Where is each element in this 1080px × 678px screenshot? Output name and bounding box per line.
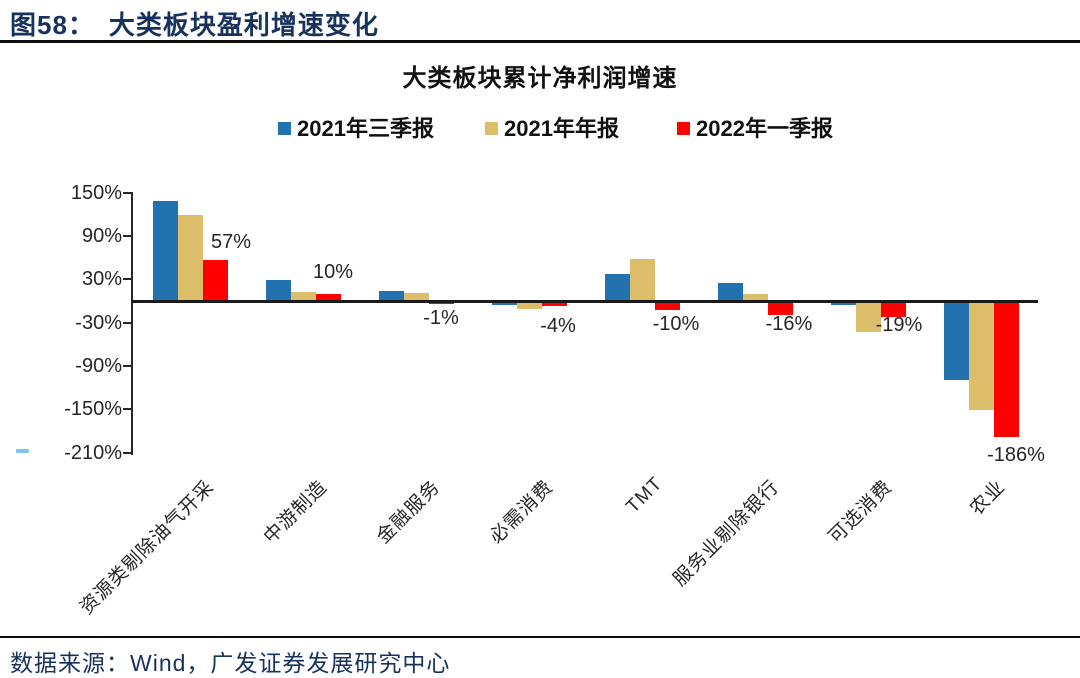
data-label: -10% <box>652 313 700 335</box>
data-label: -16% <box>765 313 813 335</box>
data-label: -1% <box>423 307 459 329</box>
data-label: 10% <box>312 261 354 283</box>
x-axis-category-label: 资源类剔除油气开采 <box>76 476 219 619</box>
x-axis-category-label: 金融服务 <box>372 476 445 548</box>
y-axis-tick-mark <box>123 235 131 237</box>
bar-2021年三季报-必需消费 <box>491 303 517 306</box>
x-axis-category-label: 中游制造 <box>259 476 332 548</box>
figure-number-label: 图58： <box>10 10 95 40</box>
bar-2022年一季报-必需消费 <box>541 303 567 306</box>
legend-label: 2021年年报 <box>504 116 619 141</box>
header-divider <box>0 40 1080 43</box>
bar-2021年三季报-服务业剔除银行 <box>717 282 743 301</box>
bar-2021年年报-TMT <box>629 259 655 301</box>
bar-2021年年报-农业 <box>968 303 994 410</box>
legend-swatch-icon <box>677 121 690 135</box>
x-axis-category-label: 必需消费 <box>485 476 558 548</box>
y-axis-tick-label: 150% <box>70 181 122 204</box>
x-axis-category-label: 农业 <box>966 476 1010 520</box>
figure-header: 图58： 大类板块盈利增速变化 <box>10 5 379 42</box>
y-axis-tick-mark <box>123 451 131 454</box>
data-label: -19% <box>875 314 923 336</box>
y-axis-tick-mark <box>123 278 131 281</box>
y-axis-tick-mark <box>123 364 131 367</box>
y-axis-tick-mark <box>123 408 131 411</box>
bar-2021年三季报-中游制造 <box>265 280 291 301</box>
bar-2022年一季报-农业 <box>993 303 1019 438</box>
bar-2022年一季报-可选消费 <box>880 303 906 317</box>
x-axis-category-label: TMT <box>622 473 667 518</box>
bar-2021年三季报-农业 <box>943 303 969 380</box>
bar-2022年一季报-金融服务 <box>428 303 454 304</box>
bar-2021年三季报-TMT <box>604 274 630 301</box>
chart-title: 大类板块累计净利润增速 <box>402 65 678 92</box>
bar-2021年三季报-资源类剔除油气开采 <box>152 200 178 301</box>
bar-2021年年报-资源类剔除油气开采 <box>177 215 203 301</box>
legend-label: 2022年一季报 <box>696 116 833 141</box>
bar-2022年一季报-中游制造 <box>315 293 341 301</box>
y-axis-tick-label: 30% <box>81 268 122 291</box>
y-axis-tick-mark <box>123 321 131 324</box>
legend-item: 2022年一季报 <box>677 111 833 143</box>
bar-2022年一季报-资源类剔除油气开采 <box>202 259 228 301</box>
bar-2022年一季报-TMT <box>654 303 680 311</box>
bar-2021年年报-服务业剔除银行 <box>742 293 768 301</box>
legend-label: 2021年三季报 <box>297 116 434 141</box>
accent-dash <box>16 449 29 453</box>
x-axis-zero-line <box>131 300 1038 303</box>
y-axis-tick-mark <box>123 191 131 194</box>
legend-swatch-icon <box>485 121 498 135</box>
bar-2021年年报-中游制造 <box>290 292 316 301</box>
y-axis-line <box>131 192 133 455</box>
data-label: -4% <box>540 315 576 337</box>
y-axis-tick-label: -90% <box>75 354 122 377</box>
y-axis-tick-label: -150% <box>64 398 122 421</box>
y-axis-tick-label: 90% <box>81 225 122 247</box>
legend-item: 2021年三季报 <box>278 111 434 143</box>
legend-item: 2021年年报 <box>485 111 619 143</box>
legend-swatch-icon <box>278 121 291 135</box>
bar-2021年年报-金融服务 <box>403 293 429 301</box>
bar-2021年三季报-可选消费 <box>830 303 856 306</box>
data-source-text: 数据来源：Wind，广发证券发展研究中心 <box>10 650 451 676</box>
x-axis-category-label: 服务业剔除银行 <box>669 476 784 591</box>
figure-title: 大类板块盈利增速变化 <box>108 10 379 40</box>
data-label: -186% <box>987 444 1045 466</box>
bar-2021年年报-可选消费 <box>855 303 881 332</box>
x-axis-category-label: 可选消费 <box>824 476 897 548</box>
bar-2021年年报-必需消费 <box>516 303 542 310</box>
y-axis-tick-label: -210% <box>64 441 122 464</box>
footer-divider <box>0 636 1080 638</box>
y-axis-tick-label: -30% <box>75 311 122 334</box>
bar-2022年一季报-服务业剔除银行 <box>767 303 793 315</box>
data-label: 57% <box>210 231 252 253</box>
bar-2021年三季报-金融服务 <box>378 290 404 301</box>
